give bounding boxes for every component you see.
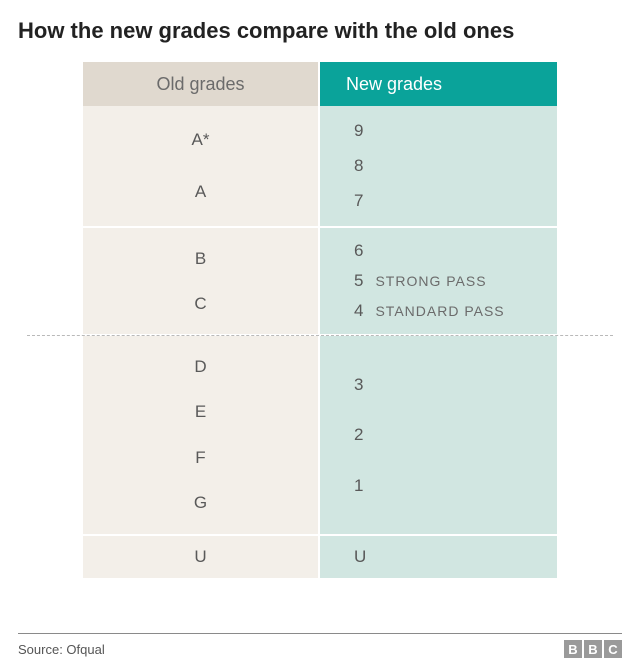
old-col-b: B C <box>83 228 320 334</box>
bbc-block: B <box>584 640 602 658</box>
new-col-c: 3 2 1 <box>320 336 557 534</box>
new-col-a: 9 8 7 <box>320 106 557 226</box>
section-b: B C 6 5STRONG PASS 4STANDARD PASS <box>83 228 557 334</box>
old-col-c: D E F G <box>83 336 320 534</box>
new-grade: 2 <box>354 425 557 445</box>
new-grade: 9 <box>354 121 557 141</box>
old-col-u: U <box>83 536 320 578</box>
new-grade: 6 <box>354 241 557 261</box>
header-new-grades: New grades <box>320 62 557 106</box>
section-a: A* A 9 8 7 <box>83 106 557 228</box>
old-col-a: A* A <box>83 106 320 226</box>
grade-table: Old grades New grades A* A 9 8 7 B C 6 5… <box>83 62 557 578</box>
section-u: U U <box>83 534 557 578</box>
new-grade: U <box>354 547 557 567</box>
bbc-block: C <box>604 640 622 658</box>
header-old-grades: Old grades <box>83 62 320 106</box>
old-grade: D <box>194 357 206 377</box>
new-grade: 1 <box>354 476 557 496</box>
old-grade: E <box>195 402 206 422</box>
footer: Source: Ofqual B B C <box>18 633 622 658</box>
new-grade: 4STANDARD PASS <box>354 301 557 321</box>
new-col-b: 6 5STRONG PASS 4STANDARD PASS <box>320 228 557 334</box>
section-c: D E F G 3 2 1 <box>83 334 557 534</box>
old-grade: A* <box>192 130 210 150</box>
bbc-block: B <box>564 640 582 658</box>
old-grade: G <box>194 493 207 513</box>
annot-strong-pass: STRONG PASS <box>375 273 486 289</box>
new-col-u: U <box>320 536 557 578</box>
old-grade: A <box>195 182 206 202</box>
table-header-row: Old grades New grades <box>83 62 557 106</box>
chart-title: How the new grades compare with the old … <box>18 18 622 44</box>
new-grade: 7 <box>354 191 557 211</box>
bbc-logo: B B C <box>564 640 622 658</box>
new-grade: 3 <box>354 375 557 395</box>
annot-standard-pass: STANDARD PASS <box>375 303 504 319</box>
old-grade: C <box>194 294 206 314</box>
new-grade: 5STRONG PASS <box>354 271 557 291</box>
source-label: Source: Ofqual <box>18 642 105 657</box>
old-grade: F <box>195 448 205 468</box>
old-grade: B <box>195 249 206 269</box>
old-grade: U <box>194 547 206 567</box>
new-grade: 8 <box>354 156 557 176</box>
